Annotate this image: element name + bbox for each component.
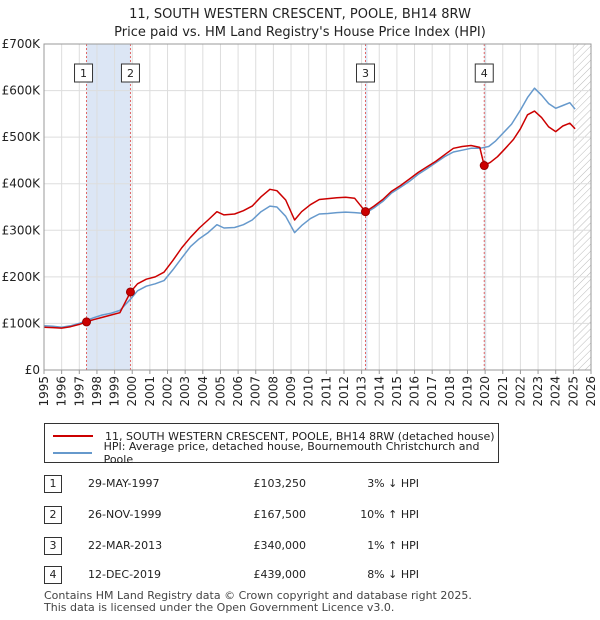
x-tick-label: 2000 xyxy=(125,376,139,407)
y-tick-label: £300K xyxy=(2,223,42,237)
sale-point xyxy=(125,287,135,297)
transaction-hpi-diff: 3% ↓ HPI xyxy=(367,477,419,490)
x-tick-label: 2003 xyxy=(178,376,192,407)
y-tick-label: £600K xyxy=(2,84,42,98)
x-tick-label: 2021 xyxy=(496,376,510,407)
sale-point xyxy=(479,161,489,171)
legend-swatch-hpi xyxy=(53,452,92,454)
chart-subtitle: Price paid vs. HM Land Registry's House … xyxy=(114,25,486,40)
transaction-number: 1 xyxy=(44,475,62,493)
x-tick-label: 2022 xyxy=(513,376,527,407)
transaction-hpi-diff: 10% ↑ HPI xyxy=(360,508,419,521)
legend: 11, SOUTH WESTERN CRESCENT, POOLE, BH14 … xyxy=(44,423,499,466)
transaction-date: 22-MAR-2013 xyxy=(88,539,163,552)
x-tick-label: 2001 xyxy=(143,376,157,407)
forecast-hatch-region xyxy=(573,44,591,370)
transaction-date: 12-DEC-2019 xyxy=(88,568,162,581)
transaction-row: 4 12-DEC-2019 £439,000 8% ↓ HPI xyxy=(44,566,564,586)
sale-point xyxy=(360,207,370,217)
sale-label-box xyxy=(74,63,94,83)
x-tick-label: 2019 xyxy=(460,376,474,407)
y-tick-label: £500K xyxy=(2,130,42,144)
transaction-row: 3 22-MAR-2013 £340,000 1% ↑ HPI xyxy=(44,537,564,557)
transaction-number: 2 xyxy=(44,506,62,524)
x-tick-label: 1997 xyxy=(72,376,86,407)
transaction-number: 3 xyxy=(44,537,62,555)
y-tick-label: £400K xyxy=(2,177,42,191)
sale-label-box xyxy=(120,63,140,83)
transaction-hpi-diff: 8% ↓ HPI xyxy=(367,568,419,581)
sale-band xyxy=(365,44,368,370)
sale-label: 4 xyxy=(481,67,488,80)
x-tick-label: 2002 xyxy=(161,376,175,407)
x-tick-label: 2018 xyxy=(443,376,457,407)
transaction-row: 2 26-NOV-1999 £167,500 10% ↑ HPI xyxy=(44,506,564,526)
legend-label-hpi: HPI: Average price, detached house, Bour… xyxy=(103,440,480,466)
y-tick-label: £700K xyxy=(2,37,42,51)
sale-label: 2 xyxy=(127,67,134,80)
x-tick-label: 2017 xyxy=(425,376,439,407)
price-chart: 1 2 3 4 £0 £100K £200K £300K £400K £500K £600K £70… xyxy=(2,37,598,407)
x-tick-label: 2014 xyxy=(372,376,386,407)
legend-item-property: 11, SOUTH WESTERN CRESCENT, POOLE, BH14 … xyxy=(53,428,495,444)
x-tick-label: 2006 xyxy=(231,376,245,407)
transaction-date: 29-MAY-1997 xyxy=(88,477,160,490)
hpi-series-line xyxy=(43,87,576,328)
property-series-line xyxy=(43,110,576,329)
legend-label-property: 11, SOUTH WESTERN CRESCENT, POOLE, BH14 … xyxy=(105,429,495,443)
x-tick-label: 2016 xyxy=(408,376,422,407)
transaction-price: £340,000 xyxy=(253,539,307,552)
x-tick-label: 2024 xyxy=(549,376,563,407)
x-tick-label: 2025 xyxy=(566,376,580,407)
chart-title: 11, SOUTH WESTERN CRESCENT, POOLE, BH14 … xyxy=(129,7,471,22)
footer-line-2: This data is licensed under the Open Gov… xyxy=(44,601,395,614)
x-tick-label: 1998 xyxy=(90,376,104,407)
x-tick-label: 1999 xyxy=(108,376,122,407)
y-tick-label: £100K xyxy=(2,316,42,330)
x-tick-label: 2004 xyxy=(196,376,210,407)
x-tick-label: 2005 xyxy=(213,376,227,407)
sale-point xyxy=(82,317,92,327)
legend-item-hpi: HPI: Average price, detached house, Bour… xyxy=(53,440,498,466)
y-tick-label: £200K xyxy=(2,270,42,284)
x-tick-label: 2015 xyxy=(390,376,404,407)
transaction-price: £167,500 xyxy=(253,508,307,521)
x-tick-label: 1996 xyxy=(55,376,69,407)
x-tick-label: 2009 xyxy=(284,376,298,407)
x-tick-label: 2026 xyxy=(584,376,598,407)
x-tick-label: 2011 xyxy=(319,376,333,407)
x-tick-label: 2010 xyxy=(302,376,316,407)
sale-label-box xyxy=(355,63,375,83)
sale-band xyxy=(86,44,131,370)
x-tick-label: 2020 xyxy=(478,376,492,407)
footer-line-1: Contains HM Land Registry data © Crown c… xyxy=(44,589,472,602)
transaction-date: 26-NOV-1999 xyxy=(88,508,162,521)
transaction-price: £439,000 xyxy=(253,568,307,581)
x-tick-label: 2007 xyxy=(249,376,263,407)
sale-label-box xyxy=(474,63,494,83)
x-tick-label: 2013 xyxy=(355,376,369,407)
x-tick-label: 2012 xyxy=(337,376,351,407)
transaction-row: 1 29-MAY-1997 £103,250 3% ↓ HPI xyxy=(44,475,564,495)
sale-label: 1 xyxy=(80,67,87,80)
x-tick-label: 2023 xyxy=(531,376,545,407)
transaction-number: 4 xyxy=(44,566,62,584)
plot-frame xyxy=(43,43,592,371)
transaction-price: £103,250 xyxy=(253,477,307,490)
footer-attribution: Contains HM Land Registry data © Crown c… xyxy=(44,590,472,614)
sale-label: 3 xyxy=(362,67,369,80)
x-tick-label: 1995 xyxy=(37,376,51,407)
transaction-hpi-diff: 1% ↑ HPI xyxy=(367,539,419,552)
legend-swatch-property xyxy=(53,435,93,437)
x-tick-label: 2008 xyxy=(266,376,280,407)
y-tick-label: £0 xyxy=(25,363,40,377)
